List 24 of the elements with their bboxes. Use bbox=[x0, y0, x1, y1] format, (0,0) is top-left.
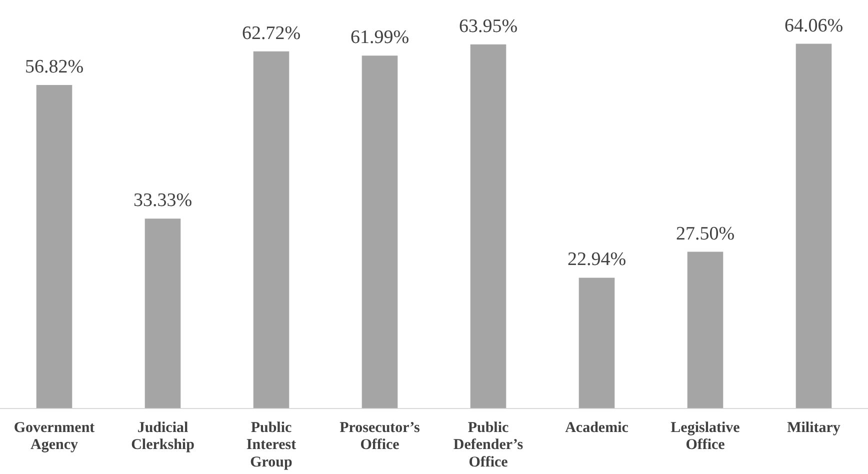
x-tick-label: Legislative Office bbox=[670, 420, 740, 453]
bar bbox=[578, 278, 615, 408]
bar bbox=[362, 56, 398, 408]
x-tick-label: Academic bbox=[565, 420, 629, 436]
x-tick-label: Prosecutor’s Office bbox=[340, 420, 420, 453]
bar bbox=[796, 44, 832, 408]
x-tick-label: Judicial Clerkship bbox=[131, 420, 194, 453]
data-label: 56.82% bbox=[24, 56, 84, 78]
bar bbox=[144, 218, 181, 408]
data-label: 27.50% bbox=[676, 223, 735, 244]
data-label: 33.33% bbox=[133, 190, 192, 212]
bar bbox=[36, 84, 72, 408]
bar bbox=[687, 252, 724, 408]
x-tick-label: Government Agency bbox=[14, 420, 95, 453]
bar bbox=[253, 51, 290, 408]
data-label: 63.95% bbox=[458, 16, 518, 37]
x-tick-label: Public Defender’s Office bbox=[453, 420, 524, 470]
bar bbox=[470, 44, 506, 408]
data-label: 64.06% bbox=[784, 15, 844, 36]
data-label: 61.99% bbox=[350, 27, 410, 48]
data-label: 62.72% bbox=[242, 22, 301, 44]
data-label: 22.94% bbox=[567, 249, 626, 270]
x-tick-label: Military bbox=[787, 420, 841, 436]
x-tick-label: Public Interest Group bbox=[246, 420, 296, 470]
